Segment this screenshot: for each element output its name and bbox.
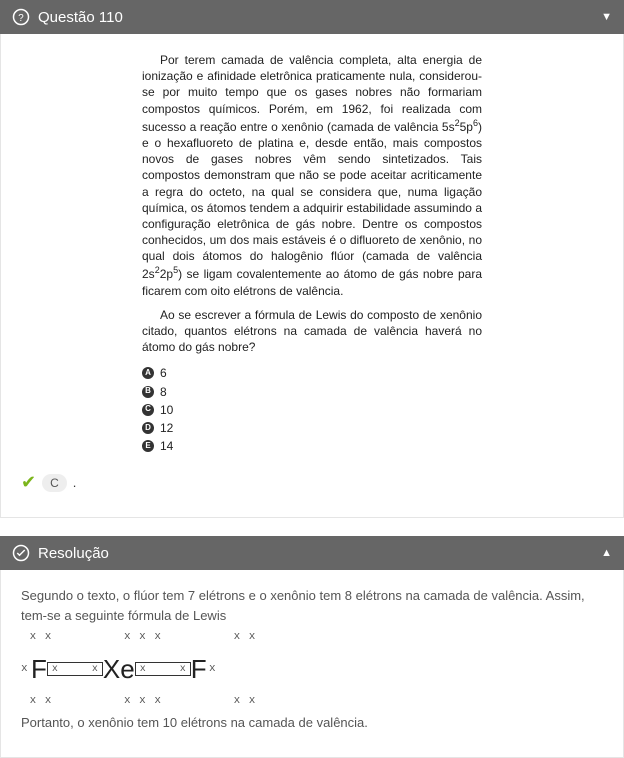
resolution-header[interactable]: Resolução ▲ [0, 536, 624, 570]
bond-x-l: x [52, 662, 58, 677]
help-icon: ? [12, 8, 30, 26]
resolution-line-2: Portanto, o xenônio tem 10 elétrons na c… [21, 713, 603, 733]
resolution-title: Resolução [38, 545, 109, 562]
lewis-left-x: x [21, 661, 31, 678]
alt-text: 6 [160, 365, 167, 381]
lewis-structure: x x x x x x x x F x x Xe x x F x x x [21, 629, 603, 709]
question-header[interactable]: ? Questão 110 ▼ [0, 0, 624, 34]
correct-answer-pill: C [42, 474, 67, 492]
alt-bullet: D [142, 422, 154, 434]
alternative-row[interactable]: A 6 [142, 365, 482, 381]
qp1-g: 2p [160, 267, 173, 281]
qp1-e: ) e o hexafluoreto de platina e, desde e… [142, 120, 482, 282]
correct-answer-line: ✔ C . [21, 472, 603, 493]
alternative-row[interactable]: E 14 [142, 438, 482, 454]
check-icon: ✔ [21, 472, 36, 493]
alt-bullet: C [142, 404, 154, 416]
bond-x-l2: x [140, 662, 146, 677]
svg-text:?: ? [18, 13, 24, 24]
answer-dot: . [73, 475, 77, 490]
lewis-top-1: x x [30, 629, 53, 646]
alt-text: 14 [160, 438, 173, 454]
lewis-bot-3: x x [234, 693, 257, 710]
lewis-bot-1: x x [30, 693, 53, 710]
bond-x-r2: x [180, 662, 186, 677]
alt-bullet: B [142, 386, 154, 398]
question-text: Por terem camada de valência completa, a… [142, 52, 482, 454]
alt-text: 8 [160, 384, 167, 400]
alternative-row[interactable]: B 8 [142, 384, 482, 400]
lewis-F-right: F [191, 650, 207, 689]
alternative-row[interactable]: D 12 [142, 420, 482, 436]
lewis-top-2: x x x [124, 629, 162, 646]
alt-bullet: A [142, 367, 154, 379]
question-body: Por terem camada de valência completa, a… [0, 34, 624, 518]
lewis-bond-left: x x [47, 662, 103, 676]
bond-x-r: x [92, 662, 98, 677]
resolution-body: Segundo o texto, o flúor tem 7 elétrons … [0, 570, 624, 758]
lewis-Xe: Xe [103, 650, 135, 689]
alt-text: 10 [160, 402, 173, 418]
chevron-down-icon: ▼ [601, 11, 612, 23]
qp1-i: ) se ligam covalentemente ao átomo de gá… [142, 267, 482, 297]
qp1-c: 5p [460, 120, 473, 134]
check-circle-icon [12, 544, 30, 562]
lewis-bond-right: x x [135, 662, 191, 676]
alternative-row[interactable]: C 10 [142, 402, 482, 418]
question-paragraph-2: Ao se escrever a fórmula de Lewis do com… [142, 307, 482, 356]
question-title: Questão 110 [38, 9, 123, 26]
alt-text: 12 [160, 420, 173, 436]
lewis-top-3: x x [234, 629, 257, 646]
question-paragraph-1: Por terem camada de valência completa, a… [142, 52, 482, 299]
resolution-line-1: Segundo o texto, o flúor tem 7 elétrons … [21, 586, 603, 625]
chevron-up-icon: ▲ [601, 547, 612, 559]
lewis-right-x: x [207, 661, 217, 678]
qp1-a: Por terem camada de valência completa, a… [142, 53, 482, 134]
lewis-F-left: F [31, 650, 47, 689]
alternatives-list: A 6 B 8 C 10 D 12 E 14 [142, 365, 482, 454]
alt-bullet: E [142, 440, 154, 452]
lewis-bot-2: x x x [124, 693, 162, 710]
